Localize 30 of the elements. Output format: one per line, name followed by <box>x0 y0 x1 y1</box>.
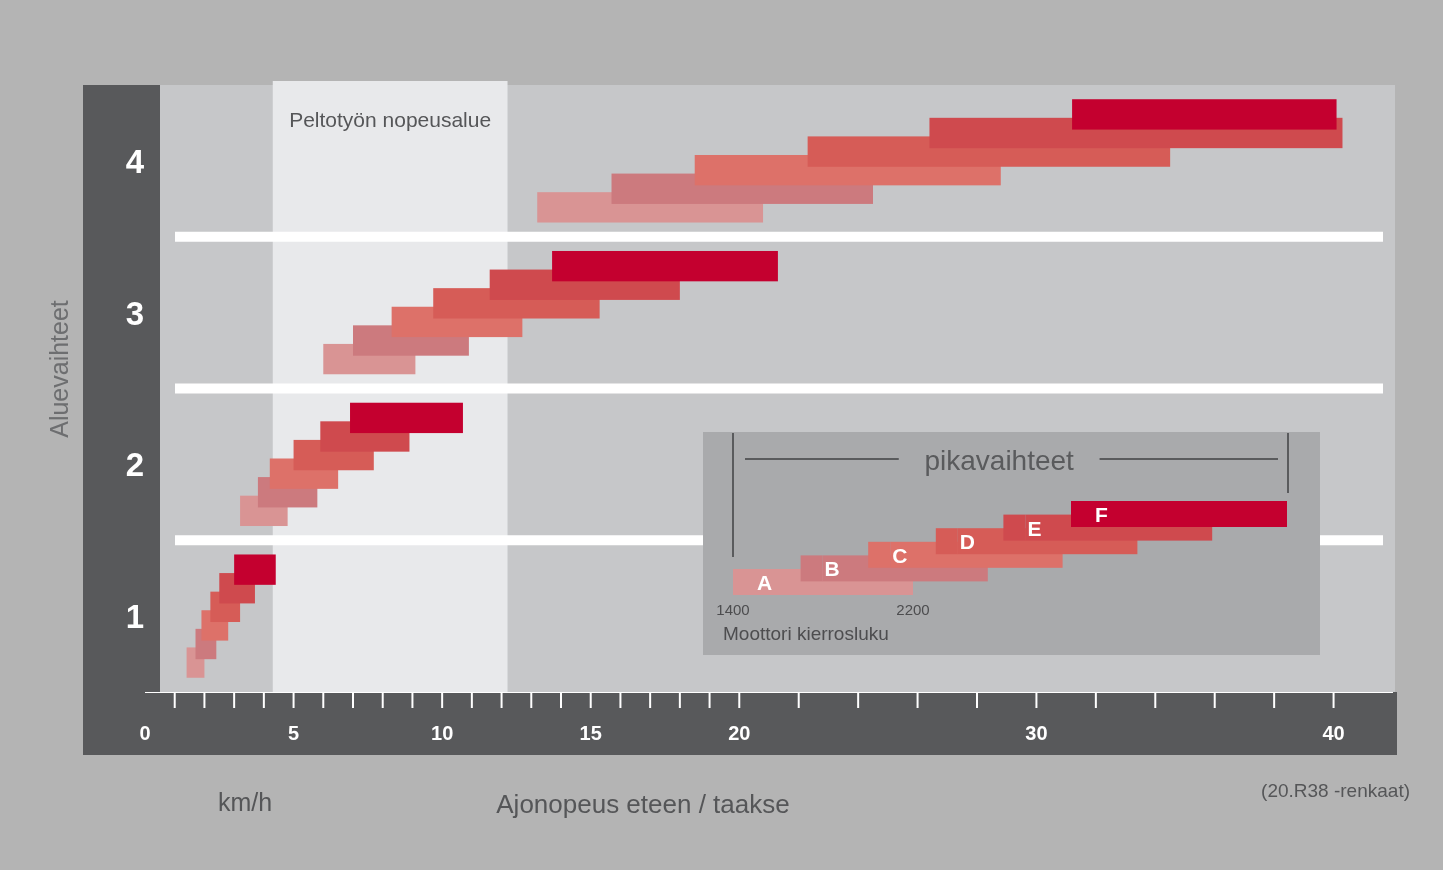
legend-title: pikavaihteet <box>924 445 1075 476</box>
x-tick-label: 0 <box>139 722 151 744</box>
text: km/h <box>217 788 273 816</box>
x-tick-label: 20 <box>728 722 751 744</box>
x-tick-label: 5 <box>288 722 300 744</box>
bar <box>234 554 276 585</box>
y-tick-label: 3 <box>125 294 145 332</box>
y-tick-label: 4 <box>125 142 145 180</box>
x-axis-title: Ajonopeus eteen / taakse <box>496 789 790 819</box>
bar <box>552 250 778 282</box>
text: (20.R38 -renkaat) <box>1261 780 1410 801</box>
annotation: 2200 <box>896 601 930 618</box>
y-tick-label: 1 <box>125 598 145 636</box>
x-tick-label: 10 <box>431 722 454 744</box>
legend-label: C <box>892 543 908 567</box>
x-tick-label: 15 <box>579 722 602 744</box>
y-tick-label: 2 <box>125 446 145 484</box>
band-label: Peltotyön nopeusalue <box>289 108 492 131</box>
bar <box>350 402 463 434</box>
legend-label: B <box>824 557 840 581</box>
legend-label: E <box>1027 516 1042 540</box>
annotation: 1400 <box>716 601 750 618</box>
y-axis-title: Aluevaihteet <box>45 300 73 438</box>
bar <box>1072 99 1337 130</box>
x-tick-label: 30 <box>1025 722 1048 744</box>
legend-label: D <box>959 530 975 554</box>
legend-label: F <box>1095 503 1108 526</box>
x-tick-label: 40 <box>1322 722 1345 744</box>
annotation: Moottori kierrosluku <box>723 623 889 644</box>
legend-label: A <box>757 571 773 594</box>
